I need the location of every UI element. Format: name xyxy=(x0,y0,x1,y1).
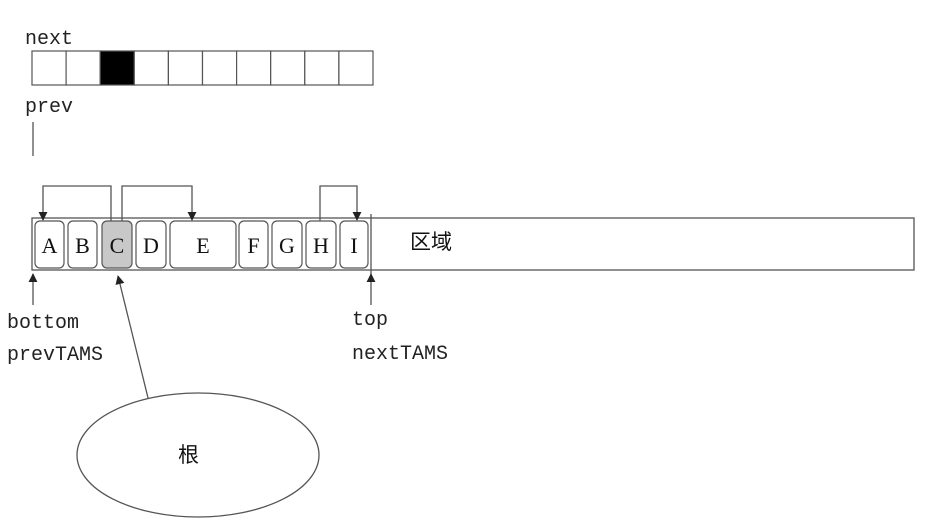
reference-c-to-a xyxy=(38,185,112,221)
bitmap-cell xyxy=(167,50,204,86)
region-label: 区域 xyxy=(410,230,452,254)
root-label: 根 xyxy=(178,443,199,467)
heap-object-g xyxy=(271,220,303,269)
mark-bitmap xyxy=(31,50,374,86)
heap-object-i xyxy=(339,220,369,269)
bottom-label: bottom xyxy=(7,312,79,335)
heap-object-label-g: G xyxy=(279,233,295,258)
root-ellipse xyxy=(76,392,320,518)
reference-arrows xyxy=(38,185,362,221)
bitmap-cell-marked xyxy=(99,50,135,86)
prev-bitmap-label: prev xyxy=(25,96,73,119)
prev-tams-label: prevTAMS xyxy=(7,344,103,367)
heap-object-c xyxy=(101,220,133,269)
heap-object-label-a: A xyxy=(42,233,58,258)
heap-object-d xyxy=(135,220,167,269)
heap-object-f xyxy=(238,220,269,269)
bitmap-cell xyxy=(31,50,67,86)
heap-object-label-e: E xyxy=(196,233,209,258)
reference-c-to-e xyxy=(121,185,197,221)
bitmap-cell xyxy=(270,50,306,86)
heap-object-label-f: F xyxy=(247,233,259,258)
next-tams-label: nextTAMS xyxy=(352,343,448,366)
heap-object-e xyxy=(169,220,237,269)
heap-object-b xyxy=(67,220,98,269)
top-label: top xyxy=(352,309,388,332)
bitmap-cell xyxy=(65,50,101,86)
bitmap-cell xyxy=(133,50,170,86)
bitmap-cell xyxy=(304,50,340,86)
root-reference-arrow xyxy=(115,275,151,407)
heap-object-label-h: H xyxy=(313,233,329,258)
heap-object-label-d: D xyxy=(143,233,159,258)
reference-h-to-i xyxy=(319,185,362,221)
bitmap-cell xyxy=(236,50,272,86)
next-bitmap-label: next xyxy=(25,28,73,51)
heap-object-label-i: I xyxy=(350,233,357,258)
heap-object-h xyxy=(305,220,337,269)
heap-object-label-b: B xyxy=(75,233,90,258)
bitmap-cell xyxy=(338,50,374,86)
heap-object-label-c: C xyxy=(110,233,125,258)
bitmap-cell xyxy=(201,50,238,86)
heap-object-a xyxy=(34,220,65,269)
